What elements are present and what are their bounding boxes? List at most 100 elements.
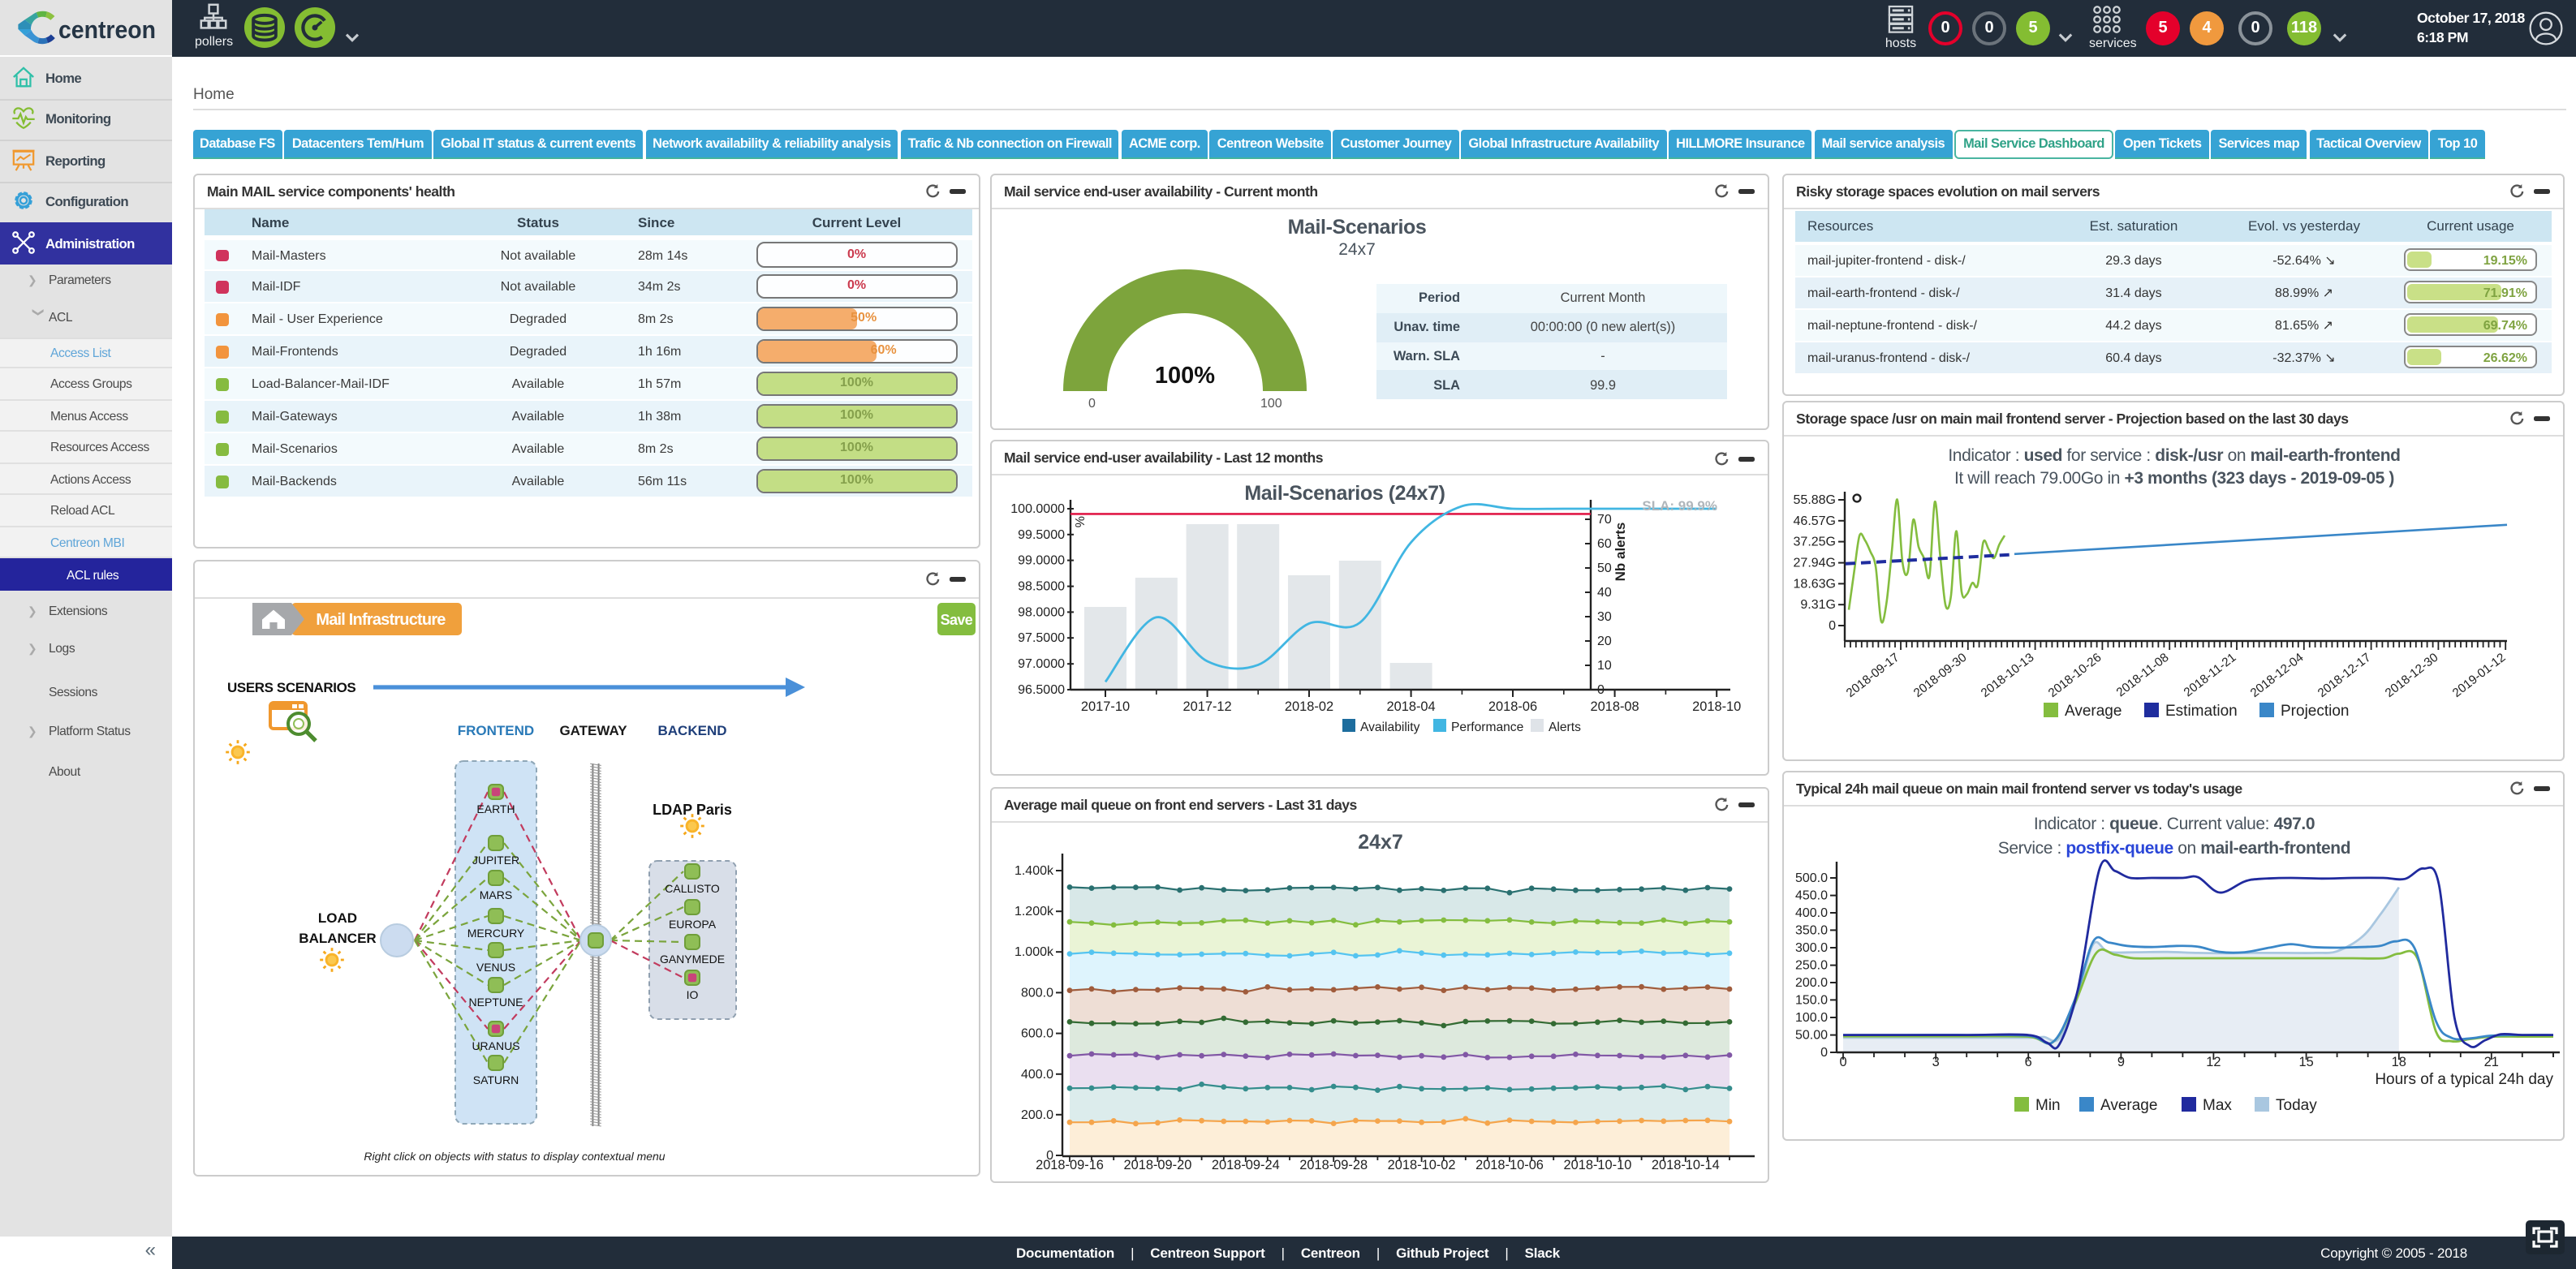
svg-text:LOAD: LOAD: [317, 910, 356, 925]
svg-text:Hours of a typical 24h day: Hours of a typical 24h day: [2374, 1070, 2552, 1087]
svg-text:2018-11-08: 2018-11-08: [2113, 650, 2171, 699]
svg-text:2019-01-12: 2019-01-12: [2449, 650, 2508, 699]
svg-text:URANUS: URANUS: [471, 1039, 519, 1052]
svg-text:37.25G: 37.25G: [1793, 535, 1835, 548]
svg-text:2018-09-16: 2018-09-16: [1035, 1157, 1103, 1172]
svg-text:600.0: 600.0: [1020, 1026, 1053, 1040]
svg-text:350.0: 350.0: [1794, 923, 1827, 937]
svg-text:FRONTEND: FRONTEND: [457, 722, 533, 738]
svg-text:1.200k: 1.200k: [1014, 904, 1053, 918]
svg-text:2018-02: 2018-02: [1284, 699, 1333, 714]
svg-text:VENUS: VENUS: [476, 960, 515, 973]
svg-text:21: 21: [2483, 1054, 2498, 1069]
svg-text:0: 0: [1820, 1045, 1827, 1059]
svg-text:2018-06: 2018-06: [1488, 699, 1536, 714]
svg-text:200.0: 200.0: [1020, 1108, 1053, 1121]
svg-text:%: %: [1073, 516, 1087, 527]
svg-text:EARTH: EARTH: [476, 802, 514, 815]
svg-text:18: 18: [2391, 1054, 2406, 1069]
svg-text:Average: Average: [2064, 703, 2121, 720]
svg-text:20: 20: [1596, 634, 1611, 648]
svg-text:SLA: 99.9%: SLA: 99.9%: [1641, 498, 1717, 514]
svg-text:2018-12-30: 2018-12-30: [2382, 650, 2440, 699]
svg-text:BACKEND: BACKEND: [657, 722, 726, 738]
svg-text:40: 40: [1596, 586, 1611, 600]
svg-text:500.0: 500.0: [1794, 871, 1827, 884]
svg-text:250.0: 250.0: [1794, 957, 1827, 971]
svg-text:2018-09-20: 2018-09-20: [1122, 1157, 1191, 1172]
svg-text:Min: Min: [2035, 1096, 2060, 1113]
svg-text:JUPITER: JUPITER: [472, 853, 519, 866]
svg-text:centreon: centreon: [58, 15, 156, 44]
svg-text:55.88G: 55.88G: [1793, 493, 1835, 507]
svg-text:2018-11-21: 2018-11-21: [2181, 650, 2238, 699]
svg-text:NEPTUNE: NEPTUNE: [468, 995, 523, 1008]
svg-text:2018-09-24: 2018-09-24: [1211, 1157, 1279, 1172]
svg-text:2018-10-02: 2018-10-02: [1387, 1157, 1455, 1172]
svg-text:9.31G: 9.31G: [1799, 598, 1835, 612]
svg-text:EUROPA: EUROPA: [668, 917, 716, 930]
svg-text:12: 12: [2205, 1054, 2220, 1069]
svg-text:400.0: 400.0: [1020, 1067, 1053, 1081]
svg-text:150.0: 150.0: [1794, 993, 1827, 1007]
svg-text:18.63G: 18.63G: [1793, 577, 1835, 591]
svg-text:10: 10: [1596, 659, 1611, 673]
svg-text:96.5000: 96.5000: [1017, 683, 1064, 697]
svg-text:Availability: Availability: [1359, 721, 1419, 734]
svg-text:Performance: Performance: [1450, 721, 1523, 734]
svg-text:Save: Save: [940, 611, 972, 627]
svg-text:30: 30: [1596, 610, 1611, 624]
svg-text:2018-09-28: 2018-09-28: [1299, 1157, 1367, 1172]
svg-text:2018-10-14: 2018-10-14: [1651, 1157, 1719, 1172]
svg-text:0: 0: [1828, 619, 1835, 633]
svg-text:100.0000: 100.0000: [1010, 502, 1064, 516]
svg-text:1.400k: 1.400k: [1014, 863, 1053, 877]
svg-text:2017-12: 2017-12: [1182, 699, 1231, 714]
svg-text:97.0000: 97.0000: [1017, 657, 1064, 671]
svg-text:Max: Max: [2202, 1096, 2231, 1113]
svg-text:300.0: 300.0: [1794, 940, 1827, 954]
svg-text:800.0: 800.0: [1020, 985, 1053, 999]
svg-text:27.94G: 27.94G: [1793, 556, 1835, 570]
svg-text:3: 3: [1932, 1054, 1939, 1069]
svg-text:100.0: 100.0: [1794, 1010, 1827, 1024]
svg-text:LDAP Paris: LDAP Paris: [652, 801, 731, 817]
svg-text:Today: Today: [2275, 1096, 2316, 1113]
svg-text:200.0: 200.0: [1794, 975, 1827, 989]
svg-text:99.5000: 99.5000: [1017, 528, 1064, 542]
svg-text:GATEWAY: GATEWAY: [558, 722, 627, 738]
svg-text:2018-12-04: 2018-12-04: [2247, 650, 2306, 699]
svg-text:15: 15: [2298, 1054, 2312, 1069]
svg-text:2018-08: 2018-08: [1590, 699, 1639, 714]
svg-text:2018-10-26: 2018-10-26: [2045, 650, 2104, 699]
svg-text:2018-10-13: 2018-10-13: [1978, 650, 2036, 699]
svg-text:2018-10-10: 2018-10-10: [1562, 1157, 1630, 1172]
svg-text:2018-12-17: 2018-12-17: [2315, 650, 2373, 699]
svg-text:50.00: 50.00: [1794, 1027, 1827, 1041]
svg-text:Average: Average: [2100, 1096, 2156, 1113]
svg-text:450.0: 450.0: [1794, 888, 1827, 901]
svg-text:50: 50: [1596, 561, 1611, 575]
svg-text:2018-10: 2018-10: [1691, 699, 1740, 714]
svg-text:SATURN: SATURN: [472, 1073, 519, 1086]
svg-text:0: 0: [1838, 1054, 1846, 1069]
svg-text:GANYMEDE: GANYMEDE: [659, 952, 724, 965]
svg-text:Alerts: Alerts: [1548, 721, 1580, 734]
svg-text:2018-09-17: 2018-09-17: [1843, 650, 1902, 699]
svg-text:2018-10-06: 2018-10-06: [1475, 1157, 1543, 1172]
svg-text:Mail Infrastructure: Mail Infrastructure: [315, 610, 445, 628]
svg-text:98.5000: 98.5000: [1017, 580, 1064, 594]
svg-text:70: 70: [1596, 513, 1611, 527]
svg-text:MERCURY: MERCURY: [467, 926, 524, 939]
svg-text:CALLISTO: CALLISTO: [664, 881, 719, 894]
svg-text:IO: IO: [686, 987, 698, 1000]
svg-text:2017-10: 2017-10: [1080, 699, 1129, 714]
svg-text:Estimation: Estimation: [2165, 703, 2237, 720]
svg-text:Right click on objects with st: Right click on objects with status to di…: [363, 1149, 664, 1162]
svg-text:100%: 100%: [1154, 362, 1214, 388]
svg-text:0: 0: [1045, 1148, 1053, 1162]
svg-text:400.0: 400.0: [1794, 906, 1827, 919]
svg-text:2018-09-30: 2018-09-30: [1910, 650, 1969, 699]
svg-text:60: 60: [1596, 537, 1611, 551]
svg-text:MARS: MARS: [479, 888, 511, 901]
